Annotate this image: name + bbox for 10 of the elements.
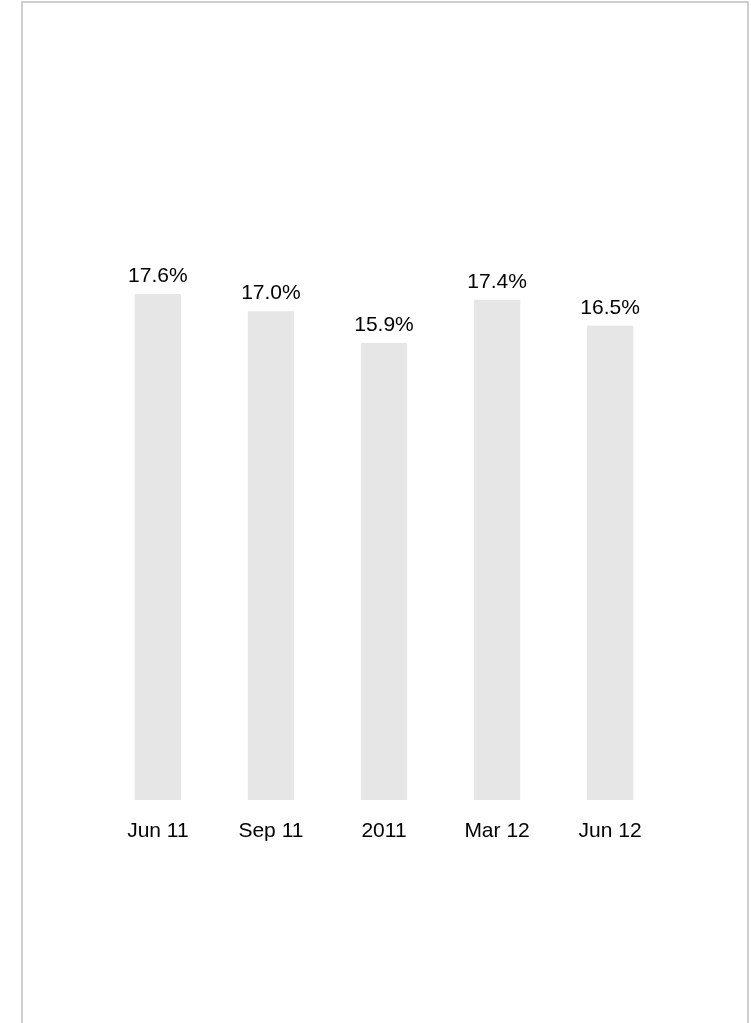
x-tick-label: Mar 12	[464, 818, 530, 841]
x-tick-label: 2011	[361, 818, 407, 841]
data-label: 17.4%	[467, 268, 527, 292]
x-tick-label: Jun 12	[578, 818, 642, 841]
x-tick-label: Sep 11	[238, 818, 304, 841]
data-label: 17.6%	[128, 263, 188, 286]
data-label: 16.5%	[580, 294, 640, 318]
data-label: 17.0%	[241, 280, 301, 304]
data-label: 15.9%	[354, 311, 414, 335]
x-tick-label: Jun 11	[127, 818, 189, 841]
